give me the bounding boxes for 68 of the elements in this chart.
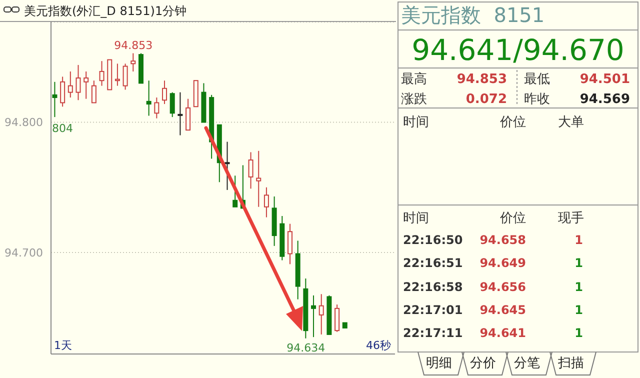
text: 22:16:51 xyxy=(403,255,463,271)
text: 价位 xyxy=(500,114,526,131)
text: 0.072 xyxy=(466,91,507,108)
candlestick xyxy=(224,141,230,190)
candlestick xyxy=(162,80,168,105)
candlestick xyxy=(186,98,191,131)
annotation: 1天 xyxy=(54,339,72,352)
text: 最高 xyxy=(401,71,427,88)
candlestick xyxy=(84,70,89,100)
text: 94.641 xyxy=(480,325,526,341)
text: 94.501 xyxy=(580,71,630,88)
y-tick-label: 94.700 xyxy=(4,246,43,260)
candlestick xyxy=(99,60,104,86)
candlestick xyxy=(154,97,160,119)
candlestick xyxy=(287,223,292,265)
text: 22:17:11 xyxy=(403,325,463,341)
text: 94.649 xyxy=(480,255,526,271)
text: 时间 xyxy=(403,210,429,227)
text: 1 xyxy=(574,279,583,295)
text: 22:16:50 xyxy=(403,232,463,248)
candlestick xyxy=(60,76,66,108)
text: 94.641/94.670 xyxy=(412,33,624,67)
candlestick xyxy=(178,92,183,136)
candlestick xyxy=(91,80,96,104)
candlestick xyxy=(256,150,262,208)
text: 94.658 xyxy=(480,232,526,248)
candlestick xyxy=(334,304,340,332)
text: 94.645 xyxy=(480,302,526,318)
text: 最低 xyxy=(524,71,550,88)
text: 涨跌 xyxy=(401,91,427,108)
candlestick xyxy=(146,80,152,116)
candlestick xyxy=(114,63,120,86)
text: 大单 xyxy=(558,114,584,131)
candlestick xyxy=(76,64,81,101)
candlestick xyxy=(232,175,238,208)
candlestick xyxy=(130,52,136,72)
text: 94.569 xyxy=(580,91,630,108)
text: 时间 xyxy=(403,114,429,131)
text: 价位 xyxy=(500,210,526,227)
text: 现手 xyxy=(558,210,584,227)
candlestick xyxy=(170,92,175,118)
candlestick xyxy=(68,70,73,98)
text: 46秒 xyxy=(366,339,391,352)
text: 94.656 xyxy=(480,279,526,295)
candlestick xyxy=(52,81,58,118)
chart-title: 美元指数(外汇_D 8151)1分钟 xyxy=(24,4,187,18)
text: 分笔 xyxy=(514,355,540,372)
text: 1 xyxy=(574,325,583,341)
text: 22:16:58 xyxy=(403,279,463,295)
text: 1 xyxy=(574,302,583,318)
text: 美元指数 8151 xyxy=(401,3,545,27)
text: 22:17:01 xyxy=(403,302,463,318)
text: 1 xyxy=(574,232,583,248)
text: 1 xyxy=(574,255,583,271)
annotation: 804 xyxy=(52,122,73,135)
text: 分价 xyxy=(470,355,496,372)
candlestick xyxy=(311,294,316,338)
candlestick xyxy=(122,63,128,90)
annotation: 94.853 xyxy=(114,39,153,52)
text: 94.853 xyxy=(456,71,507,88)
annotation: 94.634 xyxy=(286,341,326,354)
candlestick xyxy=(318,294,324,335)
text: 明细 xyxy=(426,355,452,372)
text: 扫描 xyxy=(558,355,584,372)
candlestick xyxy=(264,186,269,218)
y-tick-label: 94.800 xyxy=(4,116,43,130)
text: 昨收 xyxy=(524,91,550,108)
candlestick xyxy=(248,152,254,190)
